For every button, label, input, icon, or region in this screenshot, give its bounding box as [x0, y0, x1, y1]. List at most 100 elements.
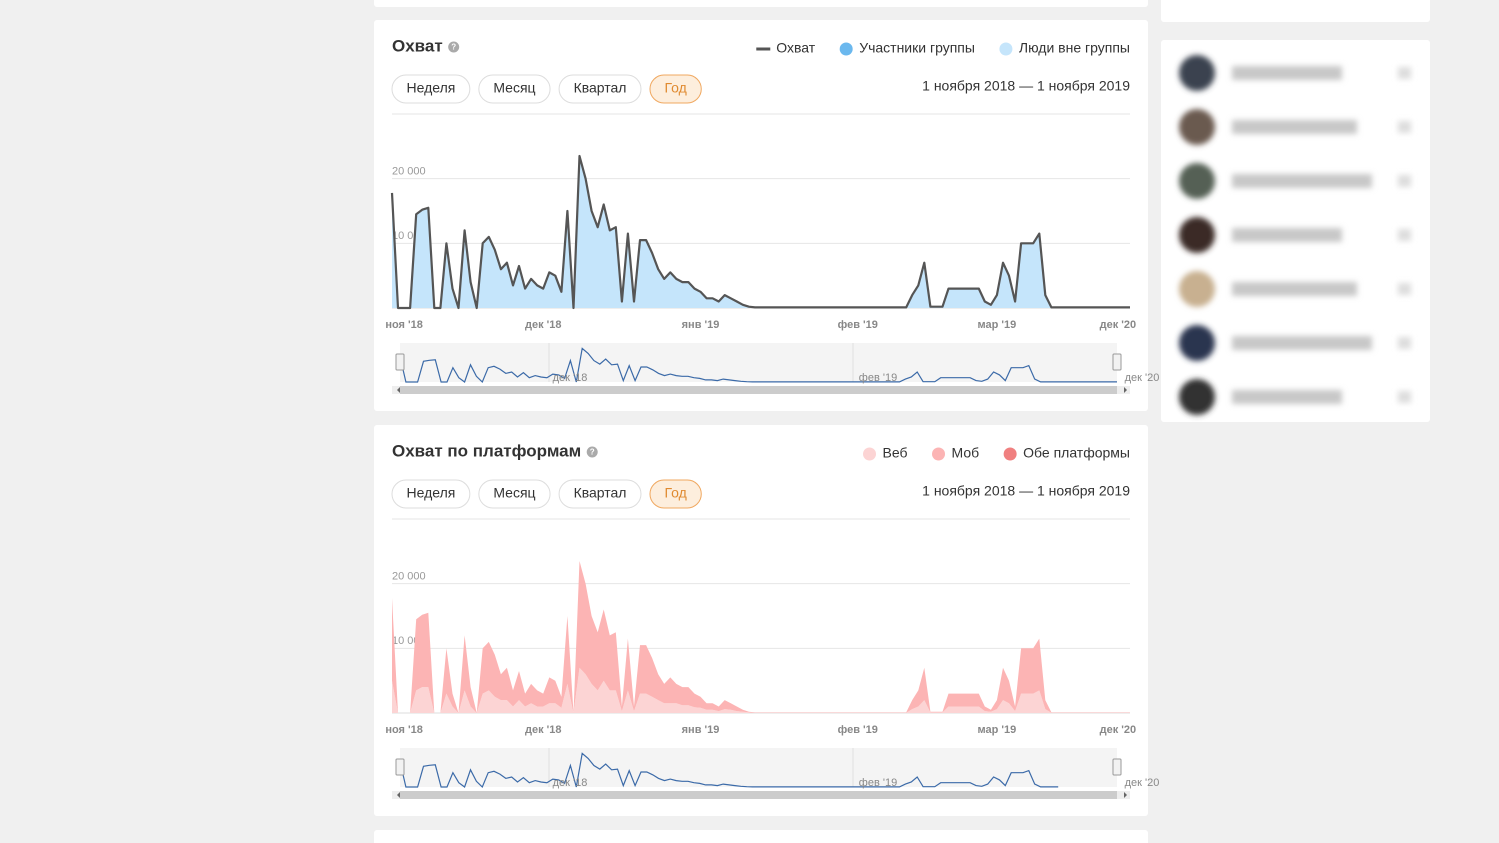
avatar[interactable] — [1179, 379, 1215, 415]
help-icon[interactable] — [448, 41, 460, 53]
panel-title: Охват по платформам — [392, 441, 581, 460]
period-button-label[interactable]: Месяц — [493, 485, 535, 501]
period-button-label[interactable]: Квартал — [574, 485, 627, 501]
panel-stub — [374, 830, 1148, 843]
navigator-handle[interactable] — [395, 353, 405, 371]
legend-swatch — [999, 42, 1013, 56]
avatar[interactable] — [1179, 55, 1215, 91]
x-tick-label: мар '19 — [978, 319, 1017, 331]
scrollbar-thumb[interactable] — [400, 386, 1117, 394]
friend-list — [1179, 55, 1411, 415]
period-button[interactable] — [558, 74, 642, 104]
period-button[interactable] — [478, 74, 551, 104]
help-icon-mark: ? — [590, 448, 595, 457]
avatar[interactable] — [1179, 325, 1215, 361]
scroll-arrow[interactable] — [397, 387, 400, 393]
navigator-label: дек '18 — [553, 777, 588, 789]
scroll-arrow[interactable] — [1124, 387, 1127, 393]
action-icon[interactable] — [1398, 391, 1411, 403]
legend-label[interactable]: Охват — [776, 40, 815, 56]
x-tick-label: дек '20 — [1100, 319, 1137, 331]
action-icon[interactable] — [1398, 337, 1411, 349]
x-tick-label: фев '19 — [838, 319, 878, 331]
x-tick-label: дек '20 — [1100, 724, 1137, 736]
period-button-label[interactable]: Месяц — [493, 80, 535, 96]
legend-swatch — [863, 447, 877, 461]
name-placeholder[interactable] — [1232, 174, 1372, 188]
action-icon[interactable] — [1398, 175, 1411, 187]
action-icon[interactable] — [1398, 67, 1411, 79]
navigator-label: дек '20 — [1125, 777, 1160, 789]
name-placeholder[interactable] — [1232, 336, 1372, 350]
legend-label[interactable]: Люди вне группы — [1019, 40, 1130, 56]
period-button-label[interactable]: Неделя — [407, 80, 456, 96]
avatar[interactable] — [1179, 109, 1215, 145]
panel — [374, 20, 1148, 411]
period-button[interactable] — [391, 74, 471, 104]
navigator-label: дек '18 — [553, 372, 588, 384]
avatar[interactable] — [1179, 163, 1215, 199]
y-tick-label: 20 000 — [392, 571, 426, 583]
avatar[interactable] — [1179, 217, 1215, 253]
panel-title: Охват — [392, 36, 443, 55]
avatar[interactable] — [1179, 271, 1215, 307]
navigator-bg — [400, 748, 1117, 787]
name-placeholder[interactable] — [1232, 120, 1357, 134]
period-button[interactable] — [649, 74, 702, 104]
name-placeholder[interactable] — [1232, 282, 1357, 296]
navigator-handle[interactable] — [1112, 758, 1122, 776]
y-tick-label: 20 000 — [392, 166, 426, 178]
x-tick-label: дек '18 — [525, 724, 562, 736]
action-icon[interactable] — [1398, 121, 1411, 133]
name-placeholder[interactable] — [1232, 66, 1342, 80]
area — [392, 667, 1130, 713]
scrollbar-thumb[interactable] — [400, 791, 1117, 799]
period-button-label[interactable]: Квартал — [574, 80, 627, 96]
area — [392, 561, 1130, 713]
legend-swatch — [1003, 447, 1017, 461]
name-placeholder[interactable] — [1232, 390, 1342, 404]
help-icon[interactable] — [586, 446, 598, 458]
panel-stub — [374, 0, 1148, 7]
navigator-handle[interactable] — [1112, 353, 1122, 371]
x-tick-label: мар '19 — [978, 724, 1017, 736]
legend-swatch — [932, 447, 946, 461]
x-tick-label: янв '19 — [682, 724, 720, 736]
action-icon[interactable] — [1398, 283, 1411, 295]
navigator-label: дек '20 — [1125, 372, 1160, 384]
legend-label[interactable]: Веб — [883, 445, 908, 461]
period-button-label[interactable]: Год — [664, 80, 686, 96]
period-button-label[interactable]: Год — [664, 485, 686, 501]
legend-label[interactable]: Обе платформы — [1023, 445, 1130, 461]
x-tick-label: ноя '18 — [385, 724, 423, 736]
scroll-arrow[interactable] — [1124, 792, 1127, 798]
scroll-arrow[interactable] — [397, 792, 400, 798]
period-button[interactable] — [558, 479, 642, 509]
date-range: 1 ноября 2018 — 1 ноября 2019 — [922, 78, 1130, 94]
area — [392, 156, 1130, 308]
navigator-bg — [400, 343, 1117, 382]
period-button[interactable] — [478, 479, 551, 509]
sidebar-stub — [1161, 0, 1430, 22]
legend-swatch — [839, 42, 853, 56]
legend-label[interactable]: Участники группы — [859, 40, 975, 56]
name-placeholder[interactable] — [1232, 228, 1342, 242]
navigator-line — [399, 752, 1059, 789]
x-tick-label: ноя '18 — [385, 319, 423, 331]
navigator-label: фев '19 — [859, 777, 897, 789]
legend-label[interactable]: Моб — [952, 445, 980, 461]
panel — [374, 425, 1148, 816]
date-range: 1 ноября 2018 — 1 ноября 2019 — [922, 483, 1130, 499]
x-tick-label: фев '19 — [838, 724, 878, 736]
action-icon[interactable] — [1398, 229, 1411, 241]
line — [390, 154, 1130, 310]
x-tick-label: янв '19 — [682, 319, 720, 331]
period-button-label[interactable]: Неделя — [407, 485, 456, 501]
navigator-handle[interactable] — [395, 758, 405, 776]
period-button[interactable] — [391, 479, 471, 509]
help-icon-mark: ? — [451, 43, 456, 52]
navigator-label: фев '19 — [859, 372, 897, 384]
period-button[interactable] — [649, 479, 702, 509]
